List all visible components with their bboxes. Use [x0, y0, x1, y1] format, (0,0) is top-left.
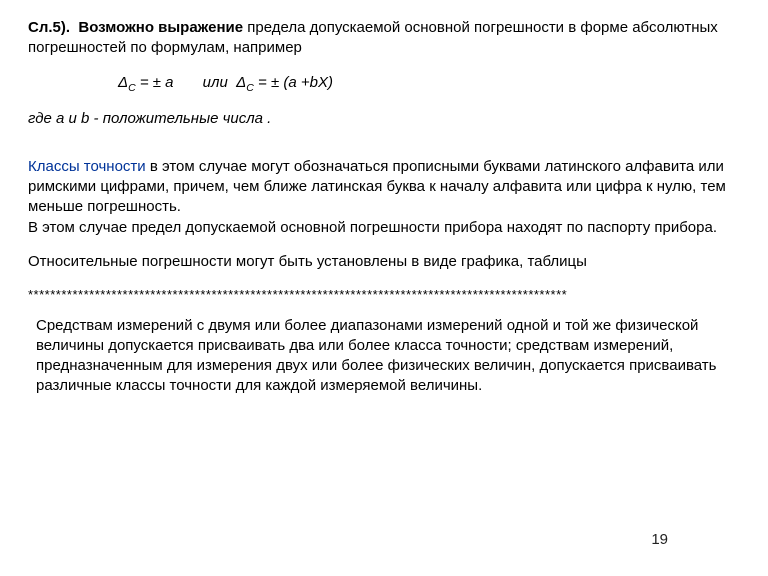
accuracy-paragraph: Классы точности в этом случае могут обоз…	[28, 157, 740, 218]
delta-symbol-2: Δ	[236, 74, 246, 91]
formula-part-1: = ± a или	[136, 74, 237, 91]
spacer	[28, 143, 740, 157]
heading-prefix: Сл.5).	[28, 19, 78, 36]
formula-part-2: = ± (a +bX)	[254, 74, 333, 91]
delta-sub-1: C	[128, 82, 136, 94]
delta-sub-2: C	[246, 82, 254, 94]
relative-errors-line: Относительные погрешности могут быть уст…	[28, 252, 740, 272]
formula-line: ΔC = ± a или ΔC = ± (a +bX)	[118, 73, 740, 95]
heading-bold: Возможно выражение	[78, 19, 243, 36]
asterisk-divider: ****************************************…	[28, 286, 740, 304]
accuracy-classes-label: Классы точности	[28, 158, 146, 175]
heading-paragraph: Сл.5). Возможно выражение предела допуск…	[28, 18, 740, 59]
where-line: где a и b - положительные числа .	[28, 109, 740, 129]
means-paragraph: Средствам измерений с двумя или более ди…	[28, 316, 740, 397]
passport-line: В этом случае предел допускаемой основно…	[28, 218, 740, 238]
document-page: Сл.5). Возможно выражение предела допуск…	[0, 0, 768, 576]
delta-symbol-1: Δ	[118, 74, 128, 91]
page-number: 19	[651, 530, 668, 550]
